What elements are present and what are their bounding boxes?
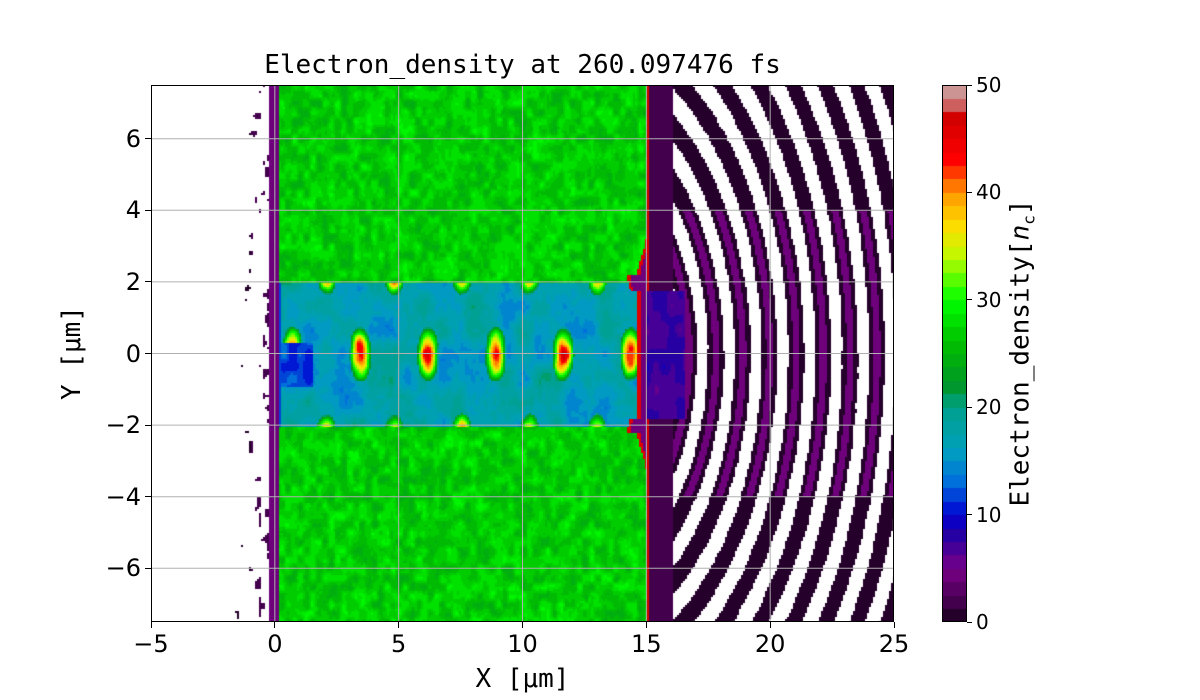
x-tick (645, 622, 647, 628)
y-tick-label: −2 (105, 411, 141, 440)
y-axis-label: Y [μm] (57, 306, 87, 400)
plot-area (151, 85, 894, 622)
y-tick (145, 138, 151, 140)
colorbar-tick (967, 299, 972, 301)
y-tick (145, 353, 151, 354)
colorbar-label: Electron_density[nc] (1005, 199, 1038, 506)
x-tick-label: 5 (391, 630, 407, 658)
colorbar-tick-label: 40 (976, 180, 1002, 205)
y-tick (145, 496, 151, 498)
y-tick-label: −6 (105, 554, 141, 583)
colorbar-tick-label: 50 (976, 73, 1002, 97)
y-tick-label: 0 (125, 339, 141, 368)
colorbar-frame (942, 85, 967, 622)
x-tick (150, 622, 152, 628)
colorbar-label-text: Electron_density[nc] (1005, 199, 1039, 507)
colorbar-tick (967, 84, 972, 86)
y-tick-label: 6 (125, 124, 141, 153)
x-tick-label: 20 (754, 630, 786, 658)
x-axis-label: X [μm] (475, 664, 570, 694)
y-tick (145, 567, 151, 569)
colorbar-tick-label: 30 (976, 287, 1002, 312)
x-tick (274, 622, 276, 628)
x-tick-label: 25 (878, 630, 910, 658)
grid-lines (151, 85, 894, 622)
colorbar-tick (967, 191, 972, 193)
y-tick (145, 209, 151, 211)
colorbar-tick (967, 514, 972, 516)
colorbar (942, 85, 967, 622)
y-tick-label: 4 (125, 196, 141, 225)
x-tick (893, 622, 895, 628)
x-tick (769, 622, 771, 628)
x-tick-label: −5 (133, 630, 169, 658)
x-tick (398, 622, 400, 628)
y-tick (145, 281, 151, 283)
chart-title: Electron_density at 260.097476 fs (264, 50, 781, 80)
x-tick (522, 622, 523, 628)
x-tick-label: 10 (507, 630, 538, 658)
x-tick-label: 15 (631, 630, 662, 658)
y-tick-label: 2 (125, 267, 141, 296)
colorbar-tick (967, 406, 972, 408)
colorbar-tick-label: 20 (976, 395, 1002, 420)
colorbar-tick-label: 0 (976, 610, 989, 634)
y-tick (145, 424, 151, 426)
y-tick-label: −4 (105, 482, 141, 511)
x-tick-label: 0 (267, 630, 283, 658)
colorbar-tick (967, 621, 972, 623)
colorbar-tick-label: 10 (976, 502, 1002, 527)
